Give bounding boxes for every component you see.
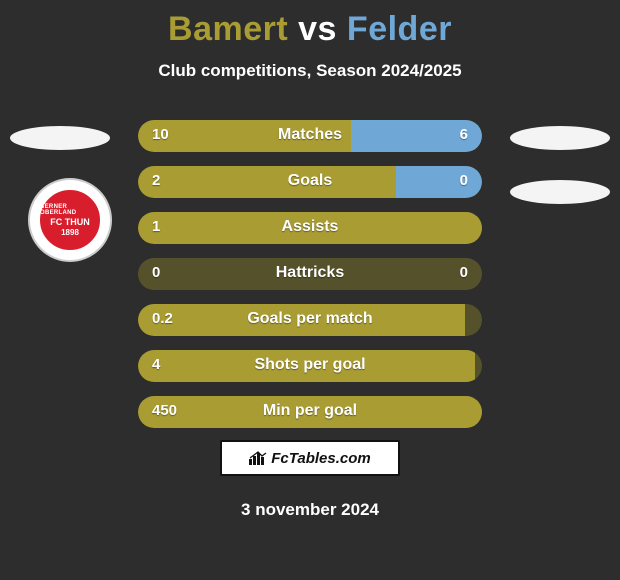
site-label: FcTables.com <box>271 450 370 467</box>
stat-row: Min per goal450 <box>138 396 482 428</box>
club-name-line1: FC THUN <box>50 218 90 227</box>
stat-row: Shots per goal4 <box>138 350 482 382</box>
bar-left-fill <box>138 396 482 428</box>
subtitle: Club competitions, Season 2024/2025 <box>0 61 620 81</box>
stat-row: Goals20 <box>138 166 482 198</box>
player2-photo-placeholder <box>510 126 610 150</box>
bars-icon <box>249 451 267 465</box>
bar-left-fill <box>138 212 482 244</box>
stat-row: Hattricks0 0 <box>138 258 482 290</box>
bar-left-fill <box>138 166 396 198</box>
stat-value-right: 0 <box>460 264 468 281</box>
club-arc-text: BERNER OBERLAND <box>40 204 100 216</box>
bar-right-fill <box>351 120 482 152</box>
club-name-line2: 1898 <box>61 229 79 237</box>
site-badge: FcTables.com <box>220 440 400 476</box>
comparison-bars: Matches106 Goals20 Assists1 Hattricks0 0 Goal… <box>138 120 482 442</box>
bar-left-fill <box>138 350 475 382</box>
club-badge-inner: BERNER OBERLAND FC THUN 1898 <box>37 187 103 253</box>
player2-name: Felder <box>347 10 452 48</box>
player1-photo-placeholder <box>10 126 110 150</box>
stat-row: Goals per match0.2 <box>138 304 482 336</box>
stat-label: Hattricks <box>138 264 482 282</box>
vs-word: vs <box>298 10 337 48</box>
player1-club-badge: BERNER OBERLAND FC THUN 1898 <box>28 178 112 262</box>
player2-club-placeholder <box>510 180 610 204</box>
bar-left-fill <box>138 120 351 152</box>
stat-row: Assists1 <box>138 212 482 244</box>
bar-left-fill <box>138 304 465 336</box>
stat-row: Matches106 <box>138 120 482 152</box>
date-label: 3 november 2024 <box>0 500 620 520</box>
page-title: Bamert vs Felder <box>0 0 620 49</box>
stat-value-left: 0 <box>152 264 160 281</box>
bar-right-fill <box>396 166 482 198</box>
player1-name: Bamert <box>168 10 288 48</box>
